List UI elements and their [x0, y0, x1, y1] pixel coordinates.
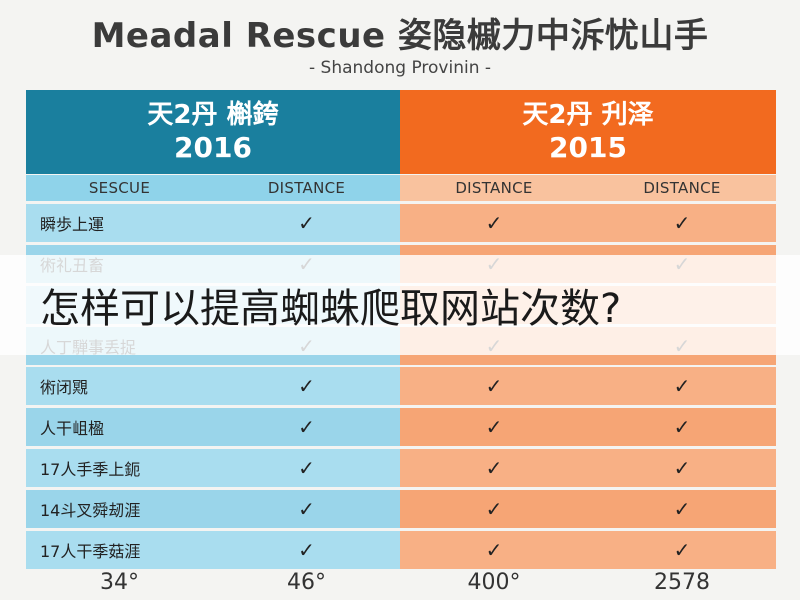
row-label: 14斗叉舜刼涯	[26, 490, 213, 529]
check-cell: ✓	[400, 449, 588, 488]
column-header: DISTANCE	[588, 174, 776, 201]
check-cell: ✓	[588, 408, 776, 447]
checkmark-icon: ✓	[673, 538, 691, 563]
checkmark-icon: ✓	[298, 374, 315, 399]
check-cell: ✓	[213, 490, 400, 529]
column-header: DISTANCE	[213, 174, 400, 201]
row-label: 術闭覭	[26, 367, 213, 406]
row-label: 瞬歩上運	[26, 203, 213, 242]
checkmark-icon: ✓	[485, 210, 503, 235]
check-cell: ✓	[588, 203, 776, 242]
banner-text: 怎样可以提高蜘蛛爬取网站次数?	[40, 286, 622, 332]
column-header: DISTANCE	[400, 174, 588, 201]
check-cell: ✓	[213, 203, 400, 242]
checkmark-icon: ✓	[298, 210, 315, 235]
checkmark-icon: ✓	[485, 497, 503, 522]
checkmark-icon: ✓	[298, 538, 315, 563]
footer-value: 34°	[100, 569, 139, 595]
footer-value: 46°	[287, 569, 326, 595]
check-cell: ✓	[213, 408, 400, 447]
checkmark-icon: ✓	[673, 497, 691, 522]
group-header-label: 天2丹 刋泽	[522, 100, 654, 130]
checkmark-icon: ✓	[673, 415, 691, 440]
checkmark-icon: ✓	[298, 497, 315, 522]
check-cell: ✓	[588, 531, 776, 570]
checkmark-icon: ✓	[673, 374, 691, 399]
row-label: 17人手季上鈪	[26, 449, 213, 488]
checkmark-icon: ✓	[673, 210, 691, 235]
check-cell: ✓	[400, 408, 588, 447]
footer-value: 400°	[467, 569, 521, 595]
group-header-2015: 天2丹 刋泽 2015	[400, 90, 776, 174]
check-cell: ✓	[400, 490, 588, 529]
checkmark-icon: ✓	[485, 456, 503, 481]
checkmark-icon: ✓	[673, 456, 691, 481]
check-cell: ✓	[400, 367, 588, 406]
group-header-year: 2016	[174, 131, 252, 164]
check-cell: ✓	[400, 531, 588, 570]
check-cell: ✓	[213, 367, 400, 406]
checkmark-icon: ✓	[485, 415, 503, 440]
group-header-2016: 天2丹 槲銙 2016	[26, 90, 400, 174]
group-header-year: 2015	[549, 131, 627, 164]
footer-value: 2578	[654, 569, 710, 595]
row-label: 17人干季菇涯	[26, 531, 213, 570]
check-cell: ✓	[588, 367, 776, 406]
check-cell: ✓	[588, 449, 776, 488]
check-cell: ✓	[213, 449, 400, 488]
check-cell: ✓	[588, 490, 776, 529]
overlay-banner: 怎样可以提高蜘蛛爬取网站次数?	[0, 255, 800, 355]
page-title: Meadal Rescue 姿隐槭力中泝忧山手	[91, 16, 709, 56]
column-header: SESCUE	[26, 174, 213, 201]
page-subtitle: - Shandong Provinin -	[308, 58, 492, 78]
checkmark-icon: ✓	[485, 374, 503, 399]
table-footer: 34° 46° 400° 2578	[26, 568, 776, 596]
row-label: 人干岨楹	[26, 408, 213, 447]
checkmark-icon: ✓	[298, 456, 315, 481]
checkmark-icon: ✓	[298, 415, 315, 440]
checkmark-icon: ✓	[485, 538, 503, 563]
group-header-label: 天2丹 槲銙	[147, 100, 279, 130]
check-cell: ✓	[213, 531, 400, 570]
check-cell: ✓	[400, 203, 588, 242]
